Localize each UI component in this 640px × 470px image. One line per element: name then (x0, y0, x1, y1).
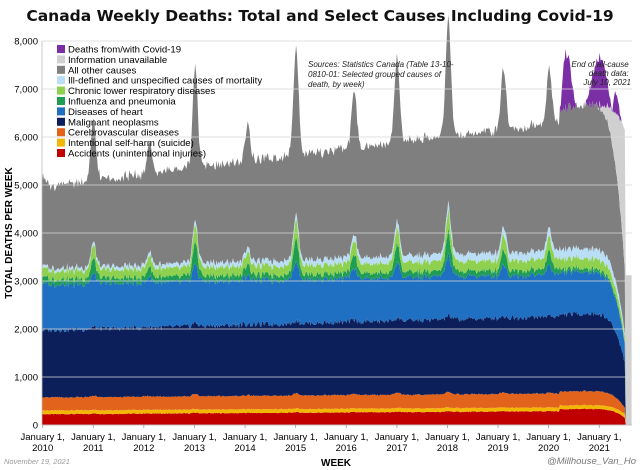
legend-swatch-clrd (57, 86, 65, 95)
legend-swatch-covid (57, 45, 65, 53)
legend-label-other: All other causes (68, 65, 136, 76)
legend-label-accidents: Accidents (unintentional injuries) (68, 149, 206, 160)
legend-swatch-accidents (57, 149, 65, 157)
y-tick-label: 8,000 (14, 37, 38, 48)
legend-label-suicide: Intentional self-harm (suicide) (68, 138, 194, 149)
y-tick-label: 2,000 (14, 325, 38, 336)
y-tick-label: 0 (33, 421, 38, 432)
area-series-other (42, 14, 632, 426)
legend-label-cancer: Malignant neoplasms (68, 117, 159, 128)
area-series-cereb (42, 390, 632, 425)
x-tick-label: January 1, 2010 (21, 432, 65, 454)
area-series-flu (42, 227, 632, 425)
chart-title: Canada Weekly Deaths: Total and Select C… (26, 7, 613, 25)
x-axis-ticks: January 1, 2010 January 1, 2011 January 1, 20… (21, 425, 621, 454)
legend-label-flu: Influenza and pneumonia (68, 97, 176, 108)
area-series-clrd (42, 208, 632, 425)
x-tick-label: January 1, 2021 (577, 432, 621, 454)
legend-label-covid: Deaths from/with Covid-19 (68, 45, 181, 56)
y-tick-label: 7,000 (14, 85, 38, 96)
x-tick-label: January 1, 2020 (526, 432, 570, 454)
x-tick-label: January 1, 2018 (425, 432, 469, 454)
x-tick-label: January 1, 2016 (324, 432, 368, 454)
gridlines (41, 40, 632, 426)
x-tick-label: January 1, 2011 (71, 432, 115, 454)
x-axis-label: WEEK (321, 458, 352, 469)
area-series-illdef (42, 200, 632, 425)
x-tick-label: January 1, 2019 (476, 432, 520, 454)
legend-label-heart: Diseases of heart (68, 107, 143, 118)
area-series-heart (42, 252, 632, 425)
x-tick-label: January 1, 2017 (375, 432, 419, 454)
area-series-suicide (42, 404, 632, 425)
legend-swatch-flu (57, 97, 65, 105)
sources-annotation: Sources: Statistics Canada (Table 13-10-… (308, 60, 456, 89)
area-series-accidents (42, 408, 632, 425)
x-tick-label: January 1, 2013 (172, 432, 216, 454)
legend-swatch-suicide (57, 138, 65, 147)
y-tick-label: 1,000 (14, 373, 38, 384)
legend-swatch-other (57, 65, 65, 74)
legend-label-illdef: Ill-defined and unspecified causes of mo… (68, 76, 262, 87)
y-tick-label: 5,000 (14, 181, 38, 192)
y-tick-label: 3,000 (14, 277, 38, 288)
y-tick-label: 6,000 (14, 133, 38, 144)
y-tick-label: 4,000 (14, 229, 38, 240)
end-of-data-annotation: End of all-cause death data: July 10, 20… (571, 60, 631, 87)
legend-swatch-heart (57, 107, 65, 116)
legend-label-clrd: Chronic lower respiratory diseases (68, 86, 215, 97)
legend-swatch-illdef (57, 76, 65, 85)
legend-label-unavail: Information unavailable (68, 55, 167, 66)
footer-credit: @Millhouse_Van_Ho (547, 456, 636, 467)
y-axis-ticks: 0 1,000 2,000 3,000 4,000 5,000 6,000 7,000 8,00… (14, 37, 38, 432)
footer-date: November 19, 2021 (4, 457, 70, 466)
x-tick-label: January 1, 2012 (122, 432, 166, 454)
legend-swatch-unavail (57, 55, 65, 64)
legend-label-cereb: Cerebrovascular diseases (68, 128, 179, 139)
legend-swatch-cereb (57, 128, 65, 137)
area-series-cancer (42, 311, 632, 425)
x-tick-label: January 1, 2014 (223, 432, 267, 454)
x-tick-label: January 1, 2015 (273, 432, 317, 454)
y-axis-label: TOTAL DEATHS PER WEEK (4, 166, 15, 298)
legend-swatch-cancer (57, 117, 65, 126)
